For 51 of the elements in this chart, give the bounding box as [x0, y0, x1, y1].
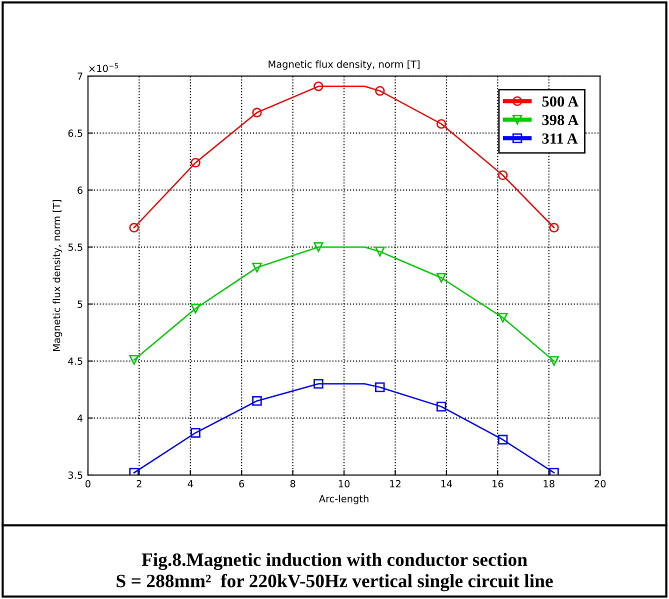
x-tick-label: 8 — [290, 480, 296, 488]
point — [436, 272, 446, 283]
point — [549, 468, 559, 476]
point — [549, 222, 559, 233]
x-tick-label: 2 — [136, 480, 142, 488]
point — [549, 356, 559, 366]
x-tick-label: 6 — [239, 480, 244, 488]
point — [436, 402, 446, 412]
y-tick-label: 6 — [78, 186, 82, 194]
x-tick-label: 14 — [441, 480, 452, 488]
point — [129, 222, 139, 233]
point — [436, 119, 446, 129]
x-tick-label: 4 — [188, 480, 193, 488]
point — [252, 262, 262, 272]
point — [190, 304, 200, 314]
point — [498, 312, 508, 323]
legend-label: 311 A — [542, 133, 578, 144]
chart-title: Magnetic flux density, norm [T] — [268, 60, 420, 70]
x-tick-label: 16 — [492, 480, 504, 488]
point — [129, 468, 139, 476]
point — [375, 86, 385, 96]
point — [314, 378, 324, 389]
x-tick-label: 12 — [390, 480, 400, 488]
y-axis-title: Magnetic flux density, norm [T] — [52, 200, 62, 351]
x-tick-label: 18 — [544, 480, 554, 488]
y-tick-label: 7 — [78, 72, 82, 80]
caption: Fig.8.Magnetic induction with conductor section S = 288mm² for 220kV-50Hz vertical single circuit line — [116, 552, 553, 592]
point — [498, 434, 508, 445]
y-tick-label: 5.5 — [68, 244, 82, 251]
x-tick-label: 10 — [338, 480, 350, 488]
text: ×10$^{−5}$ — [89, 63, 118, 72]
point — [190, 428, 200, 438]
x-tick-label: 0 — [86, 480, 90, 488]
point — [498, 170, 508, 180]
y-tick-label: 3.5 — [68, 471, 82, 479]
x-tick-label: 20 — [594, 480, 606, 488]
point — [129, 355, 139, 365]
point — [314, 81, 324, 92]
y-tick-label: 6.5 — [68, 130, 82, 137]
y-tick-label: 5 — [78, 300, 82, 308]
point — [314, 242, 324, 252]
legend-label: 398 A — [542, 114, 579, 126]
y-tick-label: 4.5 — [68, 358, 82, 365]
point — [190, 158, 200, 168]
y-tick-label: 4 — [77, 414, 83, 422]
point — [375, 382, 385, 392]
x-axis-title: Arc-length — [318, 494, 368, 504]
point — [252, 108, 262, 118]
legend-label: 500 A — [542, 96, 579, 107]
point — [375, 246, 385, 256]
point — [252, 396, 262, 406]
